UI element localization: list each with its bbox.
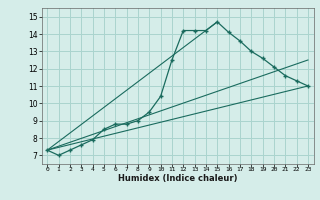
X-axis label: Humidex (Indice chaleur): Humidex (Indice chaleur): [118, 174, 237, 183]
